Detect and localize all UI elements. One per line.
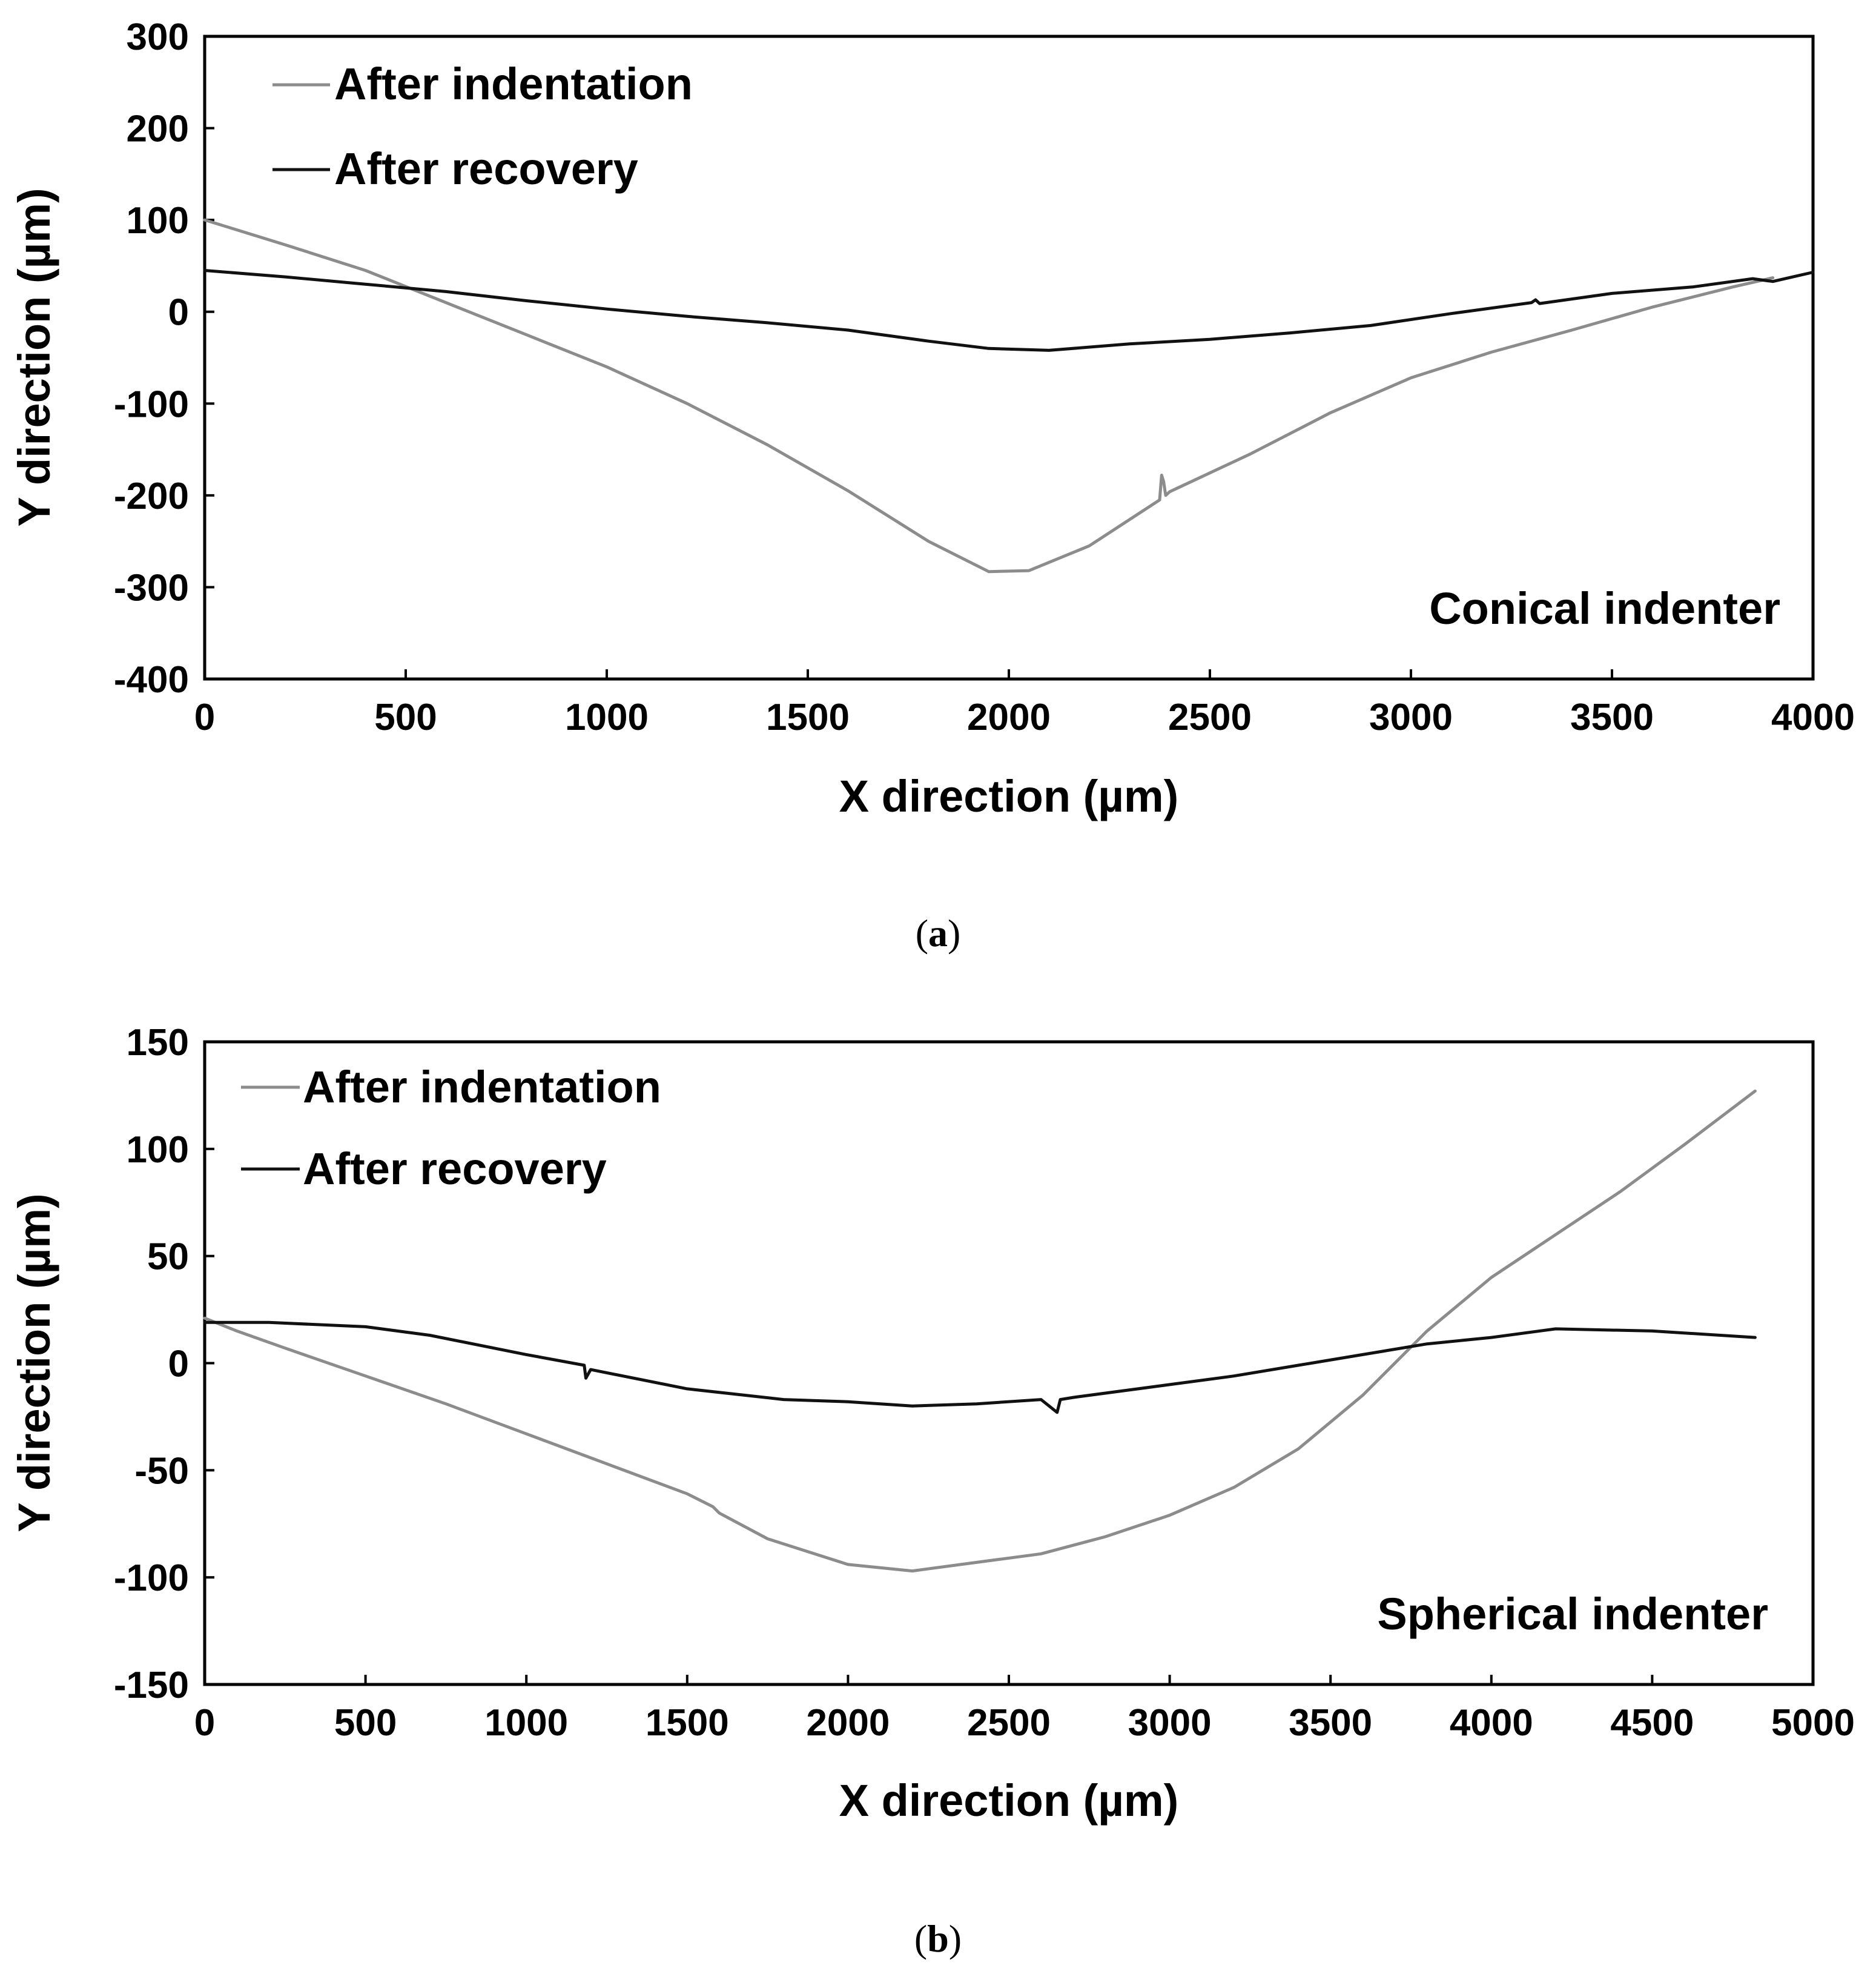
panel-a-y-tick-labels: 300 200 100 0 -100 -200 -300 -400: [114, 16, 214, 701]
panel-a-x-axis-title: X direction (µm): [839, 771, 1179, 821]
panel-a-x-tick-6: 3000: [1369, 697, 1453, 738]
panel-b-y-tick-6: -150: [114, 1664, 189, 1706]
panel-a-annotation: Conical indenter: [1429, 583, 1780, 634]
panel-b-y-tick-2: 50: [147, 1236, 189, 1278]
panel-b-x-tick-7: 3500: [1289, 1702, 1372, 1744]
panel-a-y-tick-2: 100: [127, 200, 189, 242]
panel-b-series-line-after-recovery: [203, 1320, 1757, 1414]
panel-a-legend-label-indentation: After indentation: [334, 59, 693, 109]
panel-b-x-tick-10: 5000: [1771, 1702, 1855, 1744]
panel-a-series-line-after-indentation: [203, 218, 1775, 574]
panel-b-caption: (b): [914, 1917, 962, 1960]
panel-a-x-tick-1: 500: [374, 697, 437, 738]
panel-b-series: [203, 1089, 1757, 1573]
panel-a-y-tick-0: 300: [127, 16, 189, 58]
panel-b-x-tick-9: 4500: [1610, 1702, 1694, 1744]
panel-a-y-tick-5: -200: [114, 475, 189, 517]
panel-b-y-tick-4: -50: [134, 1450, 189, 1492]
panel-a-legend-label-recovery: After recovery: [334, 144, 638, 194]
panel-a-series: [203, 218, 1815, 574]
panel-b-y-tick-1: 100: [127, 1129, 189, 1171]
panel-b-legend: After indentation After recovery: [241, 1062, 661, 1194]
panel-a-y-tick-6: -300: [114, 567, 189, 609]
panel-b-x-tick-labels: 0 500 1000 1500 2000 2500 3000 3500 4000 4500 5000: [194, 1675, 1855, 1744]
panel-b-x-tick-4: 2000: [806, 1702, 890, 1744]
panel-b-y-axis-title: Y direction (µm): [9, 1193, 59, 1532]
panel-b-legend-label-recovery: After recovery: [303, 1144, 607, 1194]
panel-a-y-tick-4: -100: [114, 383, 189, 425]
panel-b-x-tick-2: 1000: [484, 1702, 568, 1744]
panel-b-x-tick-8: 4000: [1450, 1702, 1533, 1744]
panel-b-y-tick-5: -100: [114, 1557, 189, 1599]
panel-b-series-line-after-indentation: [203, 1089, 1757, 1573]
panel-b-x-tick-1: 500: [334, 1702, 397, 1744]
panel-a-x-tick-3: 1500: [766, 697, 850, 738]
panel-a-y-tick-7: -400: [114, 659, 189, 701]
panel-b-x-tick-6: 3000: [1128, 1702, 1212, 1744]
panel-b-y-tick-3: 0: [168, 1343, 189, 1385]
panel-a-legend: After indentation After recovery: [272, 59, 693, 194]
panel-a-x-tick-8: 4000: [1771, 697, 1855, 738]
panel-b-y-tick-labels: 150 100 50 0 -50 -100 -150: [114, 1022, 214, 1706]
panel-b-x-tick-5: 2500: [967, 1702, 1051, 1744]
panel-a-x-tick-5: 2500: [1168, 697, 1252, 738]
panel-b-x-tick-3: 1500: [646, 1702, 729, 1744]
panel-a-caption: (a): [916, 912, 961, 955]
panel-a-x-tick-0: 0: [194, 697, 215, 738]
panel-a-y-tick-3: 0: [168, 292, 189, 334]
panel-b-x-tick-0: 0: [194, 1702, 215, 1744]
panel-a-y-tick-1: 200: [127, 108, 189, 150]
panel-a-y-axis-title: Y direction (µm): [9, 188, 59, 526]
panel-a-x-tick-2: 1000: [565, 697, 649, 738]
panel-a-x-tick-labels: 0 500 1000 1500 2000 2500 3000 3500 4000: [194, 669, 1855, 738]
panel-a-x-tick-7: 3500: [1570, 697, 1654, 738]
panel-b-x-axis-title: X direction (µm): [839, 1775, 1179, 1826]
panel-b-annotation: Spherical indenter: [1377, 1589, 1768, 1639]
panel-b-y-tick-0: 150: [127, 1022, 189, 1064]
panel-a-series-line-after-recovery: [203, 269, 1815, 352]
panel-a-x-tick-4: 2000: [967, 697, 1051, 738]
panel-b-legend-label-indentation: After indentation: [303, 1062, 661, 1112]
